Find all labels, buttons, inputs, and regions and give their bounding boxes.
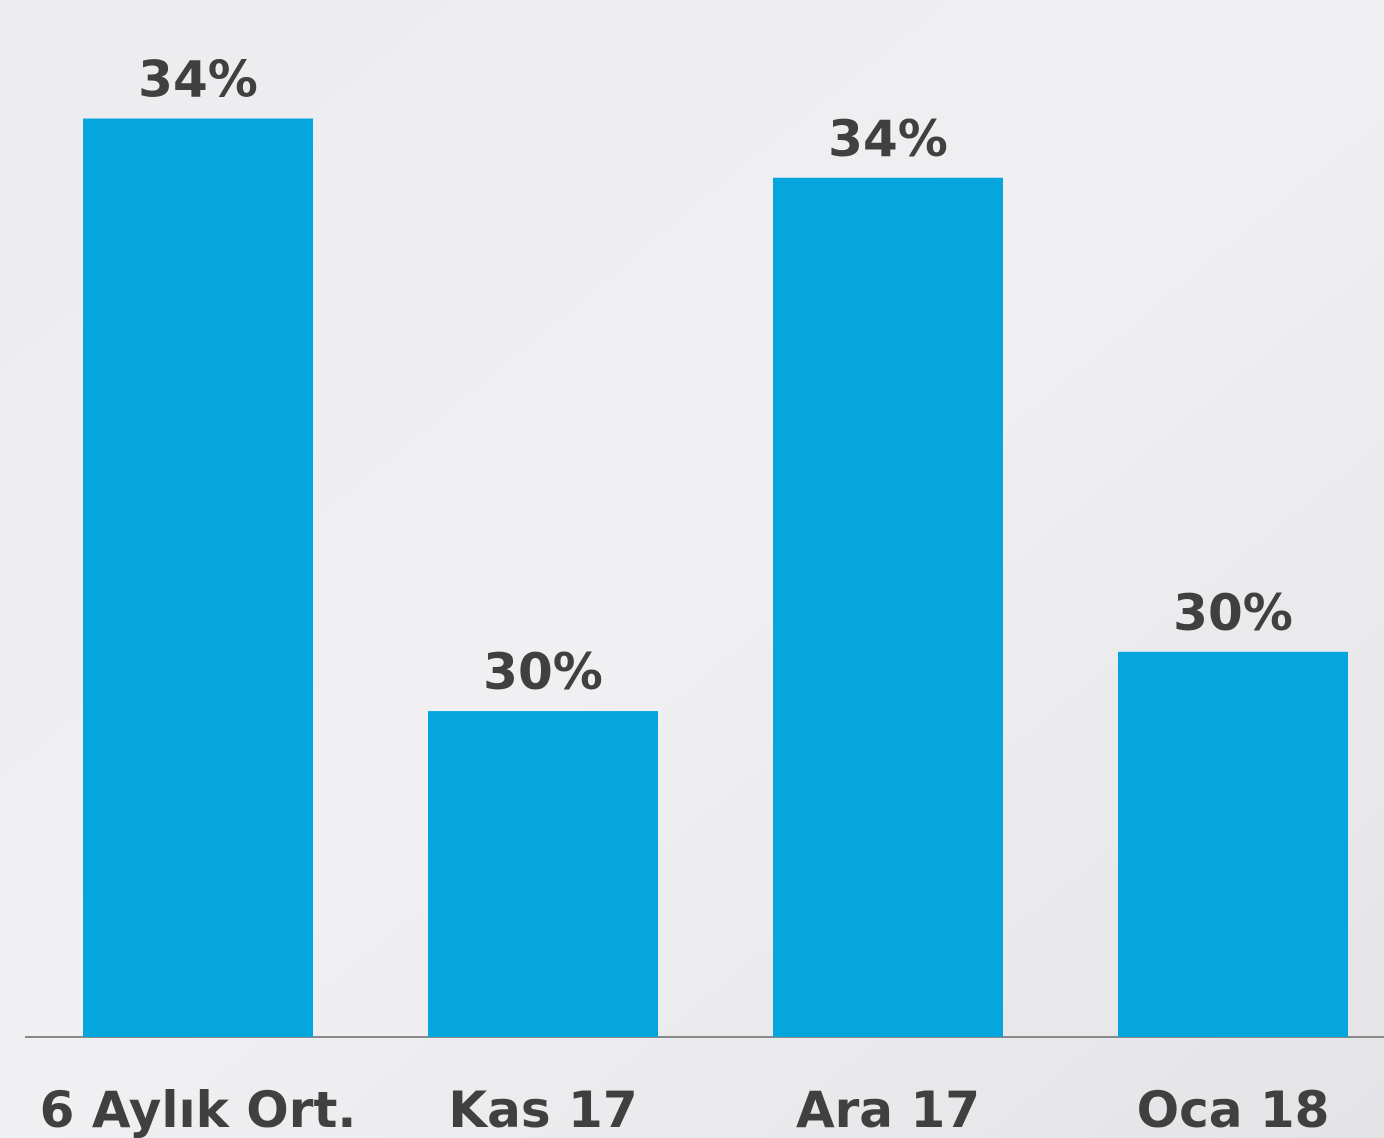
x-tick-label: 6 Aylık Ort. bbox=[40, 1081, 357, 1138]
value-label: 30% bbox=[1173, 584, 1293, 642]
x-tick-label: Ara 17 bbox=[796, 1081, 980, 1138]
value-label: 34% bbox=[828, 110, 948, 168]
bar bbox=[83, 118, 313, 1037]
bar bbox=[428, 711, 658, 1037]
bar bbox=[773, 177, 1003, 1037]
value-label: 34% bbox=[138, 51, 258, 109]
x-tick-label: Oca 18 bbox=[1137, 1081, 1330, 1138]
value-label: 30% bbox=[483, 643, 603, 701]
bar bbox=[1118, 651, 1348, 1037]
x-tick-label: Kas 17 bbox=[448, 1081, 637, 1138]
